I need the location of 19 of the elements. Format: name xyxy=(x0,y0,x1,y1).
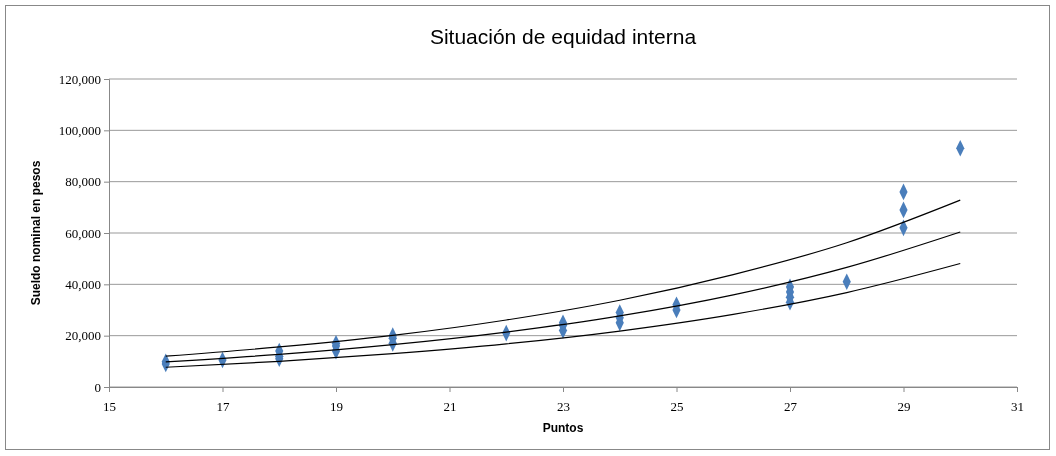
x-tick-label: 25 xyxy=(670,398,684,414)
x-tick-label: 21 xyxy=(443,398,457,414)
y-tick-label: 0 xyxy=(94,379,101,395)
y-tick-label: 40,000 xyxy=(65,276,101,292)
x-axis-title: Puntos xyxy=(542,421,584,435)
x-tick-label: 17 xyxy=(216,398,230,414)
x-tick-label: 19 xyxy=(330,398,343,414)
x-tick-label: 23 xyxy=(557,398,570,414)
y-tick-label: 120,000 xyxy=(58,71,101,87)
y-tick-label: 20,000 xyxy=(65,328,101,344)
chart-title: Situación de equidad interna xyxy=(429,25,697,48)
x-tick-label: 31 xyxy=(1011,398,1024,414)
y-tick-label: 60,000 xyxy=(65,225,101,241)
y-tick-label: 100,000 xyxy=(58,122,101,138)
x-tick-label: 27 xyxy=(784,398,798,414)
x-tick-label: 29 xyxy=(897,398,911,414)
y-axis-title: Sueldo nominal en pesos xyxy=(29,160,43,306)
x-tick-label: 15 xyxy=(103,398,116,414)
y-tick-label: 80,000 xyxy=(65,174,101,190)
